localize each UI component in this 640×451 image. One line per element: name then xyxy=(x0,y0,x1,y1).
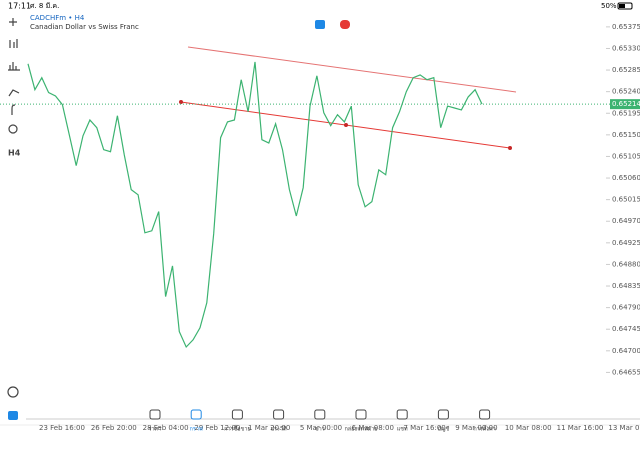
sell-button[interactable] xyxy=(315,20,325,29)
buy-button[interactable] xyxy=(340,20,350,29)
timeframe[interactable]: H4 xyxy=(8,149,21,158)
trade-button[interactable] xyxy=(8,411,18,420)
x-tick-label: 5 Mar 00:00 xyxy=(300,424,342,432)
y-tick-label: 0.64925 xyxy=(612,239,640,247)
x-tick-label: 9 Mar 00:00 xyxy=(455,424,497,432)
left-toolbar xyxy=(7,18,20,398)
y-tick-label: 0.65015 xyxy=(612,196,640,204)
y-tick-label: 0.65330 xyxy=(612,44,640,52)
y-tick-label: 0.65195 xyxy=(612,109,640,117)
tab[interactable]: แชท xyxy=(396,409,408,433)
lines-tool[interactable] xyxy=(8,89,20,97)
x-tick-label: 23 Feb 16:00 xyxy=(39,424,85,432)
time: 17:11 xyxy=(8,2,31,11)
x-tick-label: 26 Feb 20:00 xyxy=(91,424,137,432)
x-tick-label: 11 Mar 16:00 xyxy=(557,424,604,432)
tab-label: ข่าว xyxy=(315,427,325,433)
trend-point xyxy=(344,123,348,127)
battery-level xyxy=(619,4,625,8)
bars-tool[interactable] xyxy=(9,39,18,48)
x-tick-label: 13 Mar 00:00 xyxy=(608,424,640,432)
y-tick-label: 0.65105 xyxy=(612,152,640,160)
current-price-label: 0.65214 xyxy=(612,100,640,108)
y-tick-label: 0.65240 xyxy=(612,88,640,96)
battery-icon xyxy=(617,2,633,10)
y-tick-label: 0.65060 xyxy=(612,174,640,182)
tab[interactable]: การซื้อขาย xyxy=(224,409,251,433)
tab-label: การซื้อขาย xyxy=(224,425,250,433)
tab-icon xyxy=(231,409,243,420)
tab-label: ประวัติ xyxy=(271,426,287,433)
tab-label: การตั้งค่า xyxy=(473,425,495,433)
x-tick-label: 7 Mar 16:00 xyxy=(403,424,445,432)
tab[interactable]: ประวัติ xyxy=(271,409,287,433)
date: ศ. 8 มี.ค. xyxy=(30,2,59,10)
y-tick-label: 0.64700 xyxy=(612,347,640,355)
trend-line xyxy=(187,46,517,93)
tab-icon xyxy=(149,409,161,420)
y-tick-label: 0.65375 xyxy=(612,23,640,31)
tab[interactable]: บัญชี xyxy=(437,409,450,433)
y-tick-label: 0.64835 xyxy=(612,282,640,290)
tab[interactable]: ราคา xyxy=(149,409,162,433)
tab-icon xyxy=(314,409,326,420)
y-tick-label: 0.65285 xyxy=(612,66,640,74)
tab[interactable]: การตั้งค่า xyxy=(473,409,496,433)
trend-point xyxy=(508,146,512,150)
y-tick-label: 0.64655 xyxy=(612,368,640,376)
tab-label: ราคา xyxy=(149,427,162,433)
tab-icon xyxy=(396,409,408,420)
tab-label: กราฟ xyxy=(190,426,203,433)
tab-icon xyxy=(437,409,449,420)
y-tick-label: 0.65150 xyxy=(612,131,640,139)
x-tick-label: 6 Mar 08:00 xyxy=(352,424,394,432)
tab-label: แชท xyxy=(397,426,408,433)
tab[interactable]: กราฟ xyxy=(190,409,203,433)
tab[interactable]: กล่องจดหมาย xyxy=(344,409,378,433)
tab-icon xyxy=(479,409,491,420)
tab-label: กล่องจดหมาย xyxy=(344,427,377,433)
current-price-box xyxy=(610,99,640,110)
tab-icon xyxy=(190,409,202,420)
trend-point xyxy=(179,100,183,104)
y-tick-label: 0.64880 xyxy=(612,260,640,268)
symbol: CADCHFm • H4 xyxy=(30,14,85,22)
tab-label: บัญชี xyxy=(437,426,449,433)
x-tick-label: 1 Mar 20:00 xyxy=(248,424,290,432)
y-tick-label: 0.64970 xyxy=(612,217,640,225)
tab[interactable]: ข่าว xyxy=(314,409,326,433)
x-tick-label: 28 Feb 04:00 xyxy=(143,424,189,432)
tab-icon xyxy=(355,409,367,420)
shapes-tool[interactable] xyxy=(8,124,18,134)
y-tick-label: 0.64790 xyxy=(612,304,640,312)
zoom-tool[interactable] xyxy=(7,386,19,398)
battery: 50% xyxy=(601,2,617,10)
price-line xyxy=(27,61,483,349)
crosshair-tool[interactable] xyxy=(9,18,17,26)
tab-icon xyxy=(273,409,285,420)
indicators-tool[interactable] xyxy=(8,62,20,71)
formula-tool[interactable] xyxy=(11,104,16,115)
y-tick-label: 0.64745 xyxy=(612,325,640,333)
x-tick-label: 29 Feb 12:00 xyxy=(194,424,240,432)
description: Canadian Dollar vs Swiss Franc xyxy=(30,23,139,31)
x-tick-label: 10 Mar 08:00 xyxy=(505,424,552,432)
